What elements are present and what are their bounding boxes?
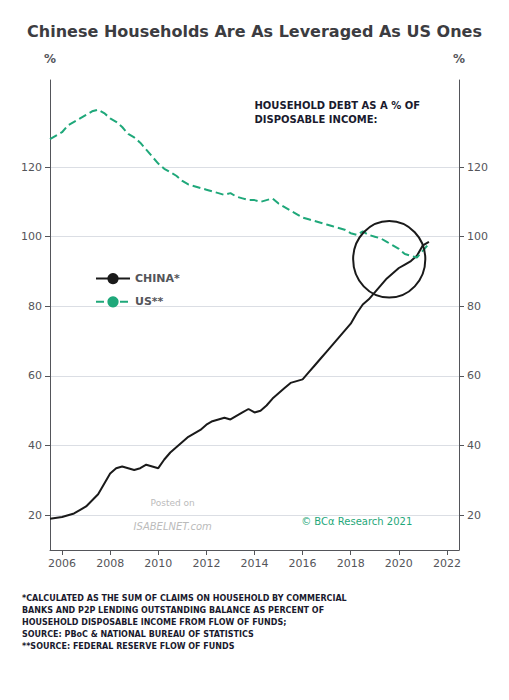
svg-text:Chinese Households Are As Leve: Chinese Households Are As Leveraged As U… xyxy=(27,22,482,41)
svg-text:20: 20 xyxy=(467,509,481,522)
svg-text:100: 100 xyxy=(467,230,488,243)
svg-text:100: 100 xyxy=(21,230,42,243)
svg-text:**SOURCE: FEDERAL RESERVE FLOW: **SOURCE: FEDERAL RESERVE FLOW OF FUNDS xyxy=(22,642,235,651)
svg-text:2022: 2022 xyxy=(433,557,461,570)
svg-text:120: 120 xyxy=(467,161,488,174)
svg-text:2012: 2012 xyxy=(192,557,220,570)
svg-text:Posted on: Posted on xyxy=(151,498,195,508)
svg-text:CHINA*: CHINA* xyxy=(135,272,180,285)
svg-text:60: 60 xyxy=(28,369,42,382)
svg-text:DISPOSABLE INCOME:: DISPOSABLE INCOME: xyxy=(255,114,378,125)
svg-text:2008: 2008 xyxy=(96,557,124,570)
svg-text:60: 60 xyxy=(467,369,481,382)
svg-text:ISABELNET.com: ISABELNET.com xyxy=(134,521,212,532)
svg-text:80: 80 xyxy=(28,300,42,313)
svg-text:120: 120 xyxy=(21,161,42,174)
svg-text:US**: US** xyxy=(135,295,164,308)
svg-text:20: 20 xyxy=(28,509,42,522)
svg-text:2018: 2018 xyxy=(337,557,365,570)
svg-text:HOUSEHOLD DISPOSABLE INCOME FR: HOUSEHOLD DISPOSABLE INCOME FROM FLOW OF… xyxy=(22,618,286,627)
svg-text:2014: 2014 xyxy=(241,557,269,570)
svg-text:2020: 2020 xyxy=(385,557,413,570)
svg-text:2010: 2010 xyxy=(144,557,172,570)
svg-text:© BCα Research 2021: © BCα Research 2021 xyxy=(301,516,412,527)
svg-text:40: 40 xyxy=(28,439,42,452)
svg-text:*CALCULATED AS THE SUM OF CLAI: *CALCULATED AS THE SUM OF CLAIMS ON HOUS… xyxy=(22,594,347,603)
svg-text:80: 80 xyxy=(467,300,481,313)
svg-text:BANKS AND P2P LENDING OUTSTAND: BANKS AND P2P LENDING OUTSTANDING BALANC… xyxy=(22,606,324,615)
svg-text:SOURCE: PBoC & NATIONAL BUREAU: SOURCE: PBoC & NATIONAL BUREAU OF STATIS… xyxy=(22,630,254,639)
svg-text:2006: 2006 xyxy=(48,557,76,570)
svg-text:2016: 2016 xyxy=(289,557,317,570)
svg-text:HOUSEHOLD DEBT AS A % OF: HOUSEHOLD DEBT AS A % OF xyxy=(255,100,421,111)
svg-text:%: % xyxy=(44,52,56,66)
svg-text:40: 40 xyxy=(467,439,481,452)
svg-text:%: % xyxy=(453,52,465,66)
